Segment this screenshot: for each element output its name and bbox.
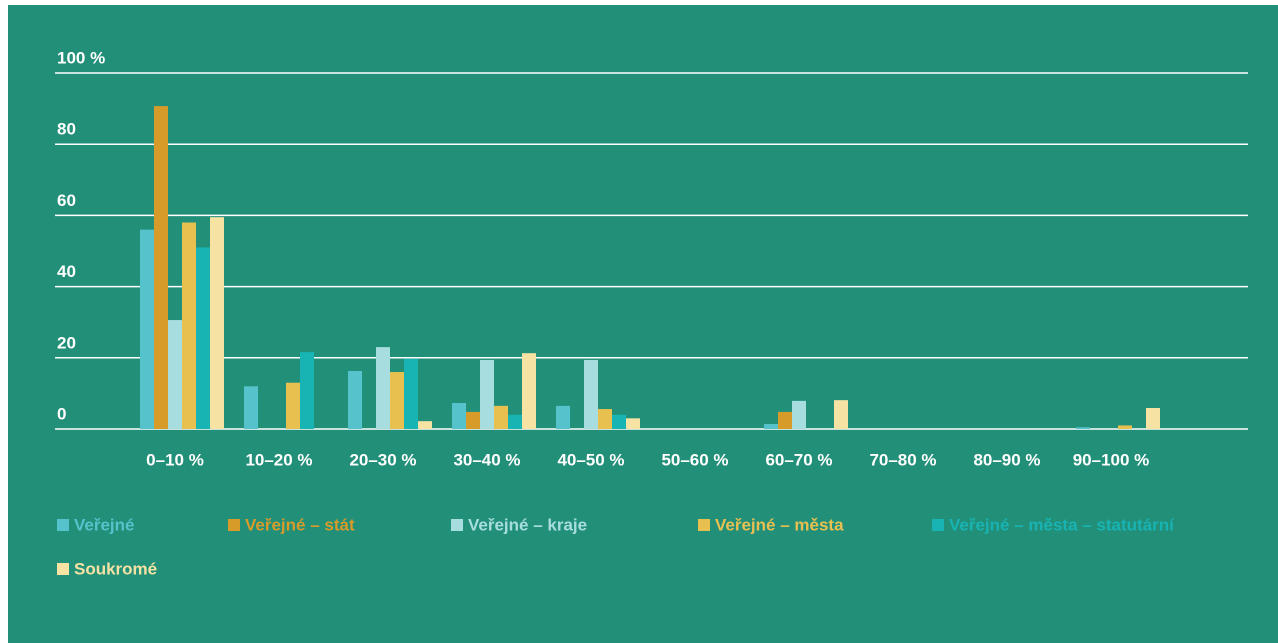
bar xyxy=(834,400,848,429)
bar xyxy=(286,382,300,429)
bar xyxy=(390,372,404,429)
bar xyxy=(480,359,494,429)
bar xyxy=(376,347,390,429)
x-tick-label: 50–60 % xyxy=(661,450,728,469)
bar xyxy=(522,353,536,429)
x-tick-label: 90–100 % xyxy=(1073,450,1150,469)
bar xyxy=(452,403,466,429)
bar xyxy=(778,411,792,429)
bar xyxy=(584,359,598,429)
legend-swatch xyxy=(932,519,944,531)
legend-label: Veřejné – města xyxy=(715,515,844,534)
bar xyxy=(244,386,258,429)
x-tick-label: 60–70 % xyxy=(765,450,832,469)
bar xyxy=(612,414,626,429)
legend-swatch xyxy=(451,519,463,531)
bar xyxy=(182,222,196,429)
legend-swatch xyxy=(57,563,69,575)
x-tick-label: 80–90 % xyxy=(973,450,1040,469)
bar xyxy=(210,217,224,429)
legend-swatch xyxy=(57,519,69,531)
bar xyxy=(764,424,778,429)
legend-swatch xyxy=(698,519,710,531)
bar xyxy=(418,421,432,429)
y-tick-label: 100 % xyxy=(57,48,105,67)
bar xyxy=(154,106,168,429)
x-tick-label: 40–50 % xyxy=(557,450,624,469)
y-tick-label: 40 xyxy=(57,262,76,281)
y-tick-label: 60 xyxy=(57,191,76,210)
bar xyxy=(626,418,640,429)
bar xyxy=(508,414,522,429)
legend-label: Veřejné xyxy=(74,515,135,534)
bar xyxy=(404,358,418,429)
bar xyxy=(1146,407,1160,429)
legend-swatch xyxy=(228,519,240,531)
bar xyxy=(300,352,314,429)
bar xyxy=(792,400,806,429)
bar xyxy=(556,405,570,429)
bar xyxy=(494,405,508,429)
legend-label: Veřejné – stát xyxy=(245,515,355,534)
x-tick-label: 0–10 % xyxy=(146,450,204,469)
bar xyxy=(348,370,362,429)
bar xyxy=(466,411,480,429)
y-tick-label: 0 xyxy=(57,404,66,423)
y-tick-label: 20 xyxy=(57,333,76,352)
x-tick-label: 30–40 % xyxy=(453,450,520,469)
legend-label: Veřejné – kraje xyxy=(468,515,587,534)
legend-label: Soukromé xyxy=(74,559,157,578)
bar xyxy=(598,409,612,429)
x-tick-label: 70–80 % xyxy=(869,450,936,469)
legend-label: Veřejné – města – statutární xyxy=(949,515,1175,534)
bar xyxy=(1118,425,1132,429)
bar xyxy=(140,229,154,429)
x-tick-label: 20–30 % xyxy=(349,450,416,469)
bar xyxy=(1076,427,1090,429)
y-tick-label: 80 xyxy=(57,120,76,139)
bar xyxy=(196,247,210,429)
x-tick-label: 10–20 % xyxy=(245,450,312,469)
bar xyxy=(168,320,182,429)
